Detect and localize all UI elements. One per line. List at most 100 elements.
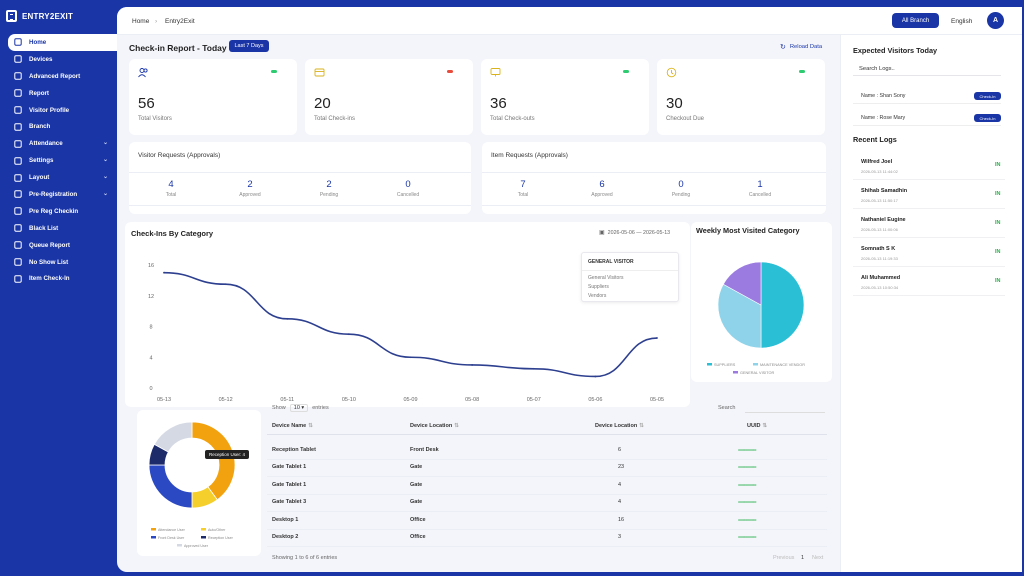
device-count: 16 (618, 516, 625, 523)
sidebar-item-pre-reg-checkin[interactable]: Pre Reg Checkin (8, 203, 122, 220)
clock-icon (666, 67, 677, 80)
sidebar-item-attendance[interactable]: Attendance ⌄ (8, 135, 122, 152)
breadcrumb-home[interactable]: Home (132, 18, 150, 25)
device-name: Gate Tablet 1 (272, 481, 307, 488)
pie-chart: SUPPLIERS MAINTENANCE VENDOR GENERAL VISIT… (707, 261, 805, 375)
table-search-input[interactable] (745, 404, 825, 413)
language-selector[interactable]: English (951, 18, 973, 25)
log-item[interactable]: Ali Muhammed 2026-05-13 10:50:34 IN (853, 269, 1005, 296)
status-badge: IN (995, 249, 1001, 255)
all-branch-button[interactable]: All Branch (892, 13, 939, 28)
register-icon (14, 190, 22, 199)
table-search-label: Search (718, 405, 736, 411)
right-panel: Expected Visitors Today Search Logs.. Re… (840, 35, 1022, 572)
log-name: Ali Muhammed (861, 275, 901, 281)
reload-label: Reload Data (789, 44, 823, 50)
checkin-icon (14, 207, 22, 216)
status-badge: IN (995, 191, 1001, 197)
approval-cell: 0 Cancelled (378, 179, 438, 198)
status-badge: IN (995, 278, 1001, 284)
table-row[interactable]: Reception Tablet Front Desk 6 •••••••••••••… (267, 443, 827, 460)
sidebar-item-black-list[interactable]: Black List (8, 220, 122, 237)
sidebar-item-pre-registration[interactable]: Pre-Registration ⌄ (8, 186, 122, 203)
legend-label: SUPPLIERS (714, 363, 736, 367)
device-name: Desktop 2 (272, 534, 299, 540)
sidebar-item-devices[interactable]: Devices (8, 51, 122, 68)
log-item[interactable]: Wilfred Joel 2026-05-13 11:44:02 IN (853, 153, 1005, 180)
column-header[interactable]: UUID ⇅ (747, 423, 767, 429)
device-location: Front Desk (410, 447, 439, 453)
report-icon (14, 72, 22, 80)
sidebar-item-label: No Show List (29, 258, 69, 266)
entries-select[interactable]: 10 ▾ (289, 404, 309, 412)
approval-cell: 2 Approved (220, 179, 280, 198)
status-badge (447, 70, 453, 73)
approval-cell: 6 Approved (572, 179, 632, 198)
devices-table-panel: Show 10 ▾ entries Search Device Name ⇅ Dev… (267, 404, 827, 564)
table-row[interactable]: Gate Tablet 1 Gate 23 •••••••••••••••••••• (267, 460, 827, 478)
date-range-picker[interactable]: ▣ 2026-05-06 — 2026-05-13 (599, 229, 670, 237)
sidebar-item-label: Settings (29, 157, 54, 165)
stat-card: 56 Total Visitors (129, 59, 297, 135)
log-item[interactable]: Shihab Samadhin 2026-05-13 11:50:17 IN (853, 182, 1005, 209)
sidebar-item-advanced-report[interactable]: Advanced Report (8, 68, 122, 85)
expected-visitors-title: Expected Visitors Today (853, 46, 938, 55)
device-uuid: •••••••••••••••••••• (738, 464, 757, 470)
card-icon (314, 67, 325, 80)
log-name: Somnath S K (861, 246, 896, 252)
sidebar-item-layout[interactable]: Layout ⌄ (8, 169, 122, 186)
check-in-button[interactable]: Check-In (974, 92, 1001, 100)
sidebar-item-no-show-list[interactable]: No Show List (8, 254, 122, 271)
column-header[interactable]: Device Location ⇅ (595, 423, 644, 429)
table-row[interactable]: Desktop 1 Office 16 •••••••••••••••••••• (267, 513, 827, 530)
approval-value: 7 (520, 179, 526, 190)
page-button[interactable]: 1 (801, 555, 805, 561)
device-location: Office (410, 516, 426, 523)
stat-card: 36 Total Check-outs (481, 59, 649, 135)
column-header[interactable]: Device Location ⇅ (410, 423, 459, 429)
sidebar-item-queue-report[interactable]: Queue Report (8, 237, 122, 254)
sidebar-item-home[interactable]: Home (8, 34, 122, 51)
x-tick-label: 05-09 (403, 397, 417, 403)
device-location: Gate (410, 464, 423, 471)
check-in-button[interactable]: Check-In (974, 114, 1001, 122)
stat-value: 20 (314, 95, 331, 112)
column-header[interactable]: Device Name ⇅ (272, 423, 313, 429)
sidebar-item-settings[interactable]: Settings ⌄ (8, 152, 122, 169)
table-row[interactable]: Gate Tablet 1 Gate 4 •••••••••••••••••••• (267, 478, 827, 495)
block-icon (14, 224, 22, 232)
reload-data-button[interactable]: ↻ Reload Data (780, 43, 822, 51)
table-row[interactable]: Desktop 2 Office 3 •••••••••••••••••••• (267, 530, 827, 547)
data-point (163, 271, 165, 274)
log-item[interactable]: Somnath S K 2026-05-13 11:19:33 IN (853, 240, 1005, 267)
noshow-icon (14, 258, 22, 266)
sidebar-item-report[interactable]: Report (8, 85, 122, 102)
approval-value: 0 (405, 179, 411, 190)
device-uuid: •••••••••••••••••••• (738, 447, 757, 452)
stat-value: 30 (666, 95, 683, 112)
x-tick-label: 05-05 (650, 397, 664, 403)
log-item[interactable]: Nathaniel Eugine 2026-05-13 11:00:06 IN (853, 211, 1005, 238)
next-button[interactable]: Next (812, 555, 824, 561)
table-row[interactable]: Gate Tablet 3 Gate 4 •••••••••••••••••••• (267, 495, 827, 513)
sidebar-item-label: Devices (29, 55, 53, 63)
app-logo[interactable]: ENTRY2EXIT (6, 10, 73, 22)
search-logs-input[interactable]: Search Logs.. (853, 62, 1001, 76)
monitor-icon (490, 67, 501, 80)
pie-slice (760, 261, 805, 349)
breadcrumb-current[interactable]: Entry2Exit (165, 18, 195, 25)
last-7-days-button[interactable]: Last 7 Days (229, 40, 269, 52)
sidebar-item-label: Report (29, 89, 49, 97)
sidebar-item-visitor-profile[interactable]: Visitor Profile (8, 102, 122, 119)
sidebar-item-branch[interactable]: Branch (8, 118, 122, 135)
log-date: 2026-05-13 11:00:06 (861, 227, 898, 232)
status-badge: IN (995, 220, 1001, 226)
users-icon (138, 67, 149, 80)
weekly-category-card: Weekly Most Visited Category SUPPLIERS MA… (691, 222, 832, 382)
sidebar-item-item-check-in[interactable]: Item Check-In (8, 270, 122, 287)
status-badge: IN (995, 162, 1001, 168)
avatar[interactable]: A (987, 12, 1004, 29)
donut-slice (148, 464, 193, 509)
previous-button[interactable]: Previous (773, 555, 795, 561)
stat-value: 36 (490, 95, 507, 112)
